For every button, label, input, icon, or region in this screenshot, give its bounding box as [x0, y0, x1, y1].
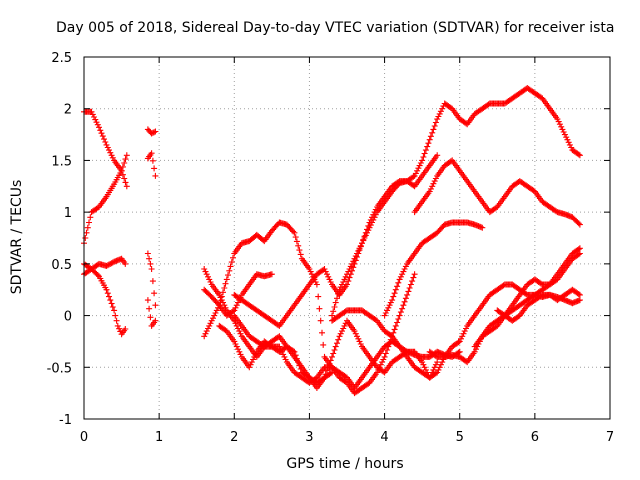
x-tick-label: 6: [531, 430, 539, 445]
x-tick-label: 2: [230, 430, 238, 445]
data-series-markers: [381, 219, 486, 319]
x-tick-label: 5: [456, 430, 464, 445]
plot-frame: [83, 56, 611, 420]
x-tick-label: 4: [380, 430, 388, 445]
axis-ticks: 0 1 2 3 4 5 6 7 -1 -0.5 0 0.5 1 1.5 2 2.5: [47, 51, 615, 445]
x-tick-label: 7: [606, 430, 614, 445]
data-series-markers: [411, 157, 583, 228]
data-series-markers: [144, 150, 159, 179]
x-tick-label: 0: [80, 430, 88, 445]
y-tick-label: 2.5: [51, 51, 72, 66]
data-series-markers: [144, 250, 159, 309]
y-tick-label: 0.5: [51, 258, 72, 273]
chart-title: Day 005 of 2018, Sidereal Day-to-day VTE…: [56, 20, 615, 36]
data-series-markers: [81, 108, 130, 190]
grid-lines: [84, 57, 610, 419]
y-tick-label: 1: [64, 206, 72, 221]
y-axis-label: SDTVAR / TECUs: [9, 179, 25, 295]
x-tick-label: 1: [155, 430, 163, 445]
data-series-markers: [81, 152, 130, 247]
data-series-markers: [144, 126, 159, 137]
y-tick-label: -0.5: [47, 361, 72, 376]
data-series-markers: [81, 266, 129, 338]
data-series-markers: [494, 286, 583, 324]
y-tick-label: 0: [64, 310, 72, 325]
data-series-markers: [329, 85, 583, 319]
x-tick-label: 3: [305, 430, 313, 445]
x-axis-label: GPS time / hours: [286, 456, 404, 472]
data-points: [81, 85, 583, 397]
y-tick-label: -1: [59, 413, 72, 428]
data-series-markers: [231, 271, 418, 397]
y-tick-label: 1.5: [51, 154, 72, 169]
y-tick-label: 2: [64, 103, 72, 118]
data-series-markers: [144, 297, 159, 329]
data-series-markers: [471, 250, 583, 350]
